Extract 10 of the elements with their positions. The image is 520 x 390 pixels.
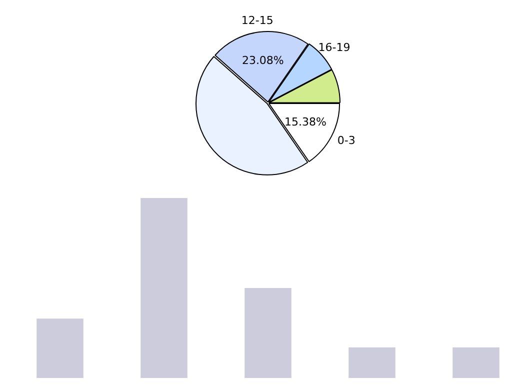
bar (244, 288, 292, 378)
bar (348, 347, 396, 378)
slice-label: 16-19 (318, 41, 350, 54)
slice-label: 12-15 (241, 14, 274, 27)
data-label: 23.08% (242, 54, 284, 67)
bar (36, 318, 84, 378)
bar (452, 347, 500, 378)
bar (140, 198, 188, 378)
data-label: 15.38% (284, 116, 326, 129)
slice-label: 0-3 (337, 134, 356, 148)
